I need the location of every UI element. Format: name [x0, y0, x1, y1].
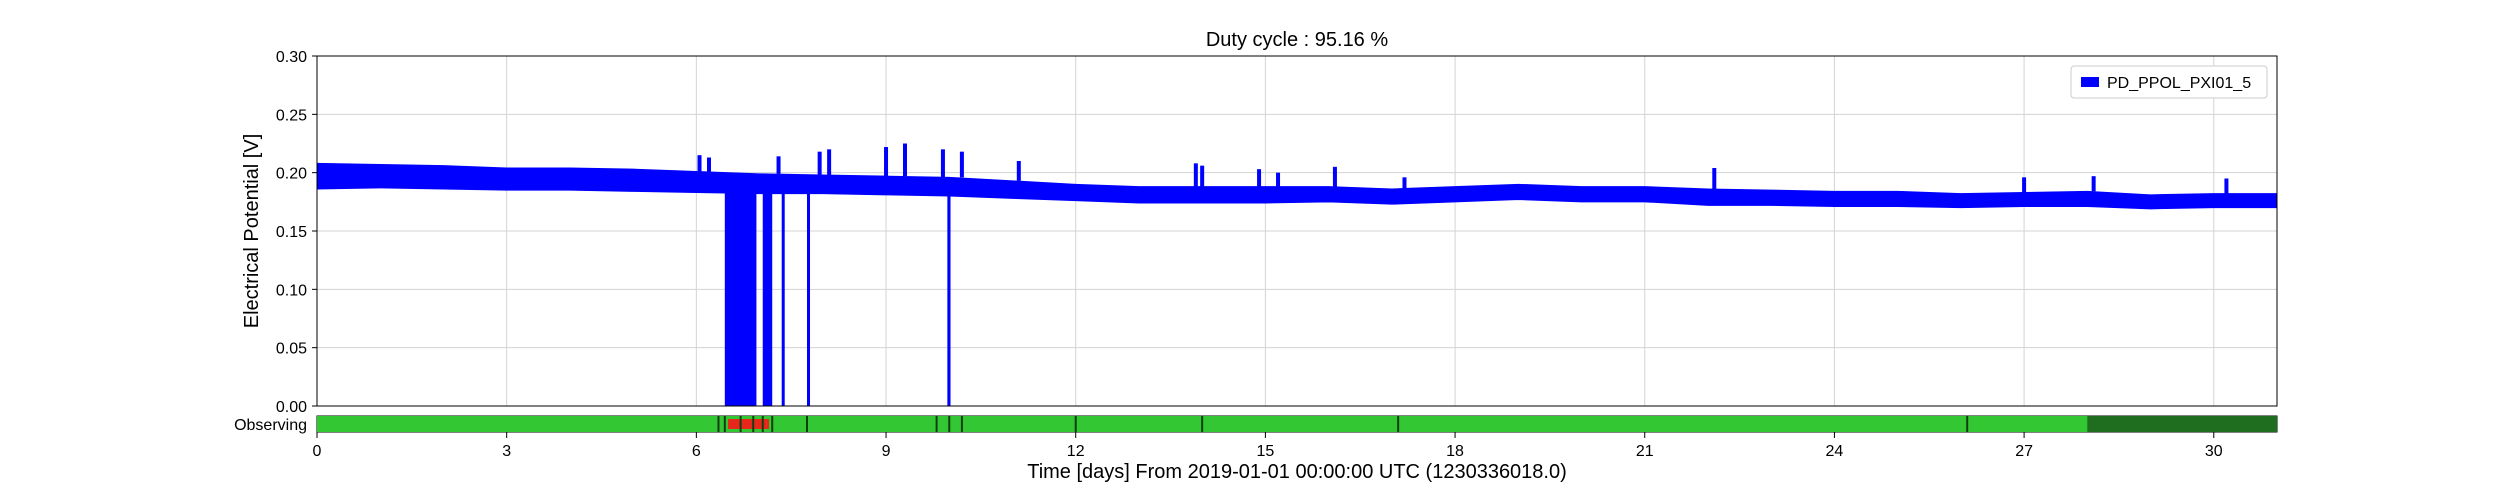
x-tick-label: 3 [502, 443, 511, 460]
spike-mark [1193, 163, 1198, 187]
x-tick-label: 9 [882, 443, 891, 460]
x-tick-label: 30 [2205, 443, 2223, 460]
spike-mark [2091, 176, 2096, 192]
spike-mark [884, 147, 889, 177]
dropout-mark [762, 193, 773, 406]
x-tick-label: 12 [1067, 443, 1085, 460]
y-tick-label: 0.30 [276, 49, 307, 66]
x-tick-label: 6 [692, 443, 701, 460]
data-marks [697, 143, 2229, 406]
x-tick-label: 21 [1636, 443, 1654, 460]
x-tick-label: 0 [313, 443, 322, 460]
y-tick-label: 0.00 [276, 399, 307, 416]
segment-dark [2087, 416, 2277, 432]
chart-title: Duty cycle : 95.16 % [1206, 29, 1389, 51]
x-tick-label: 27 [2015, 443, 2033, 460]
spike-mark [1257, 169, 1262, 187]
dropout-mark [781, 193, 785, 406]
y-axis-label: Electrical Potential [V] [241, 134, 263, 329]
x-tick-label: 24 [1826, 443, 1844, 460]
spike-mark [817, 151, 822, 175]
x-axis-label: Time [days] From 2019-01-01 00:00:00 UTC… [1027, 461, 1567, 483]
axis-ticks: 0.00 0.05 0.10 0.15 0.20 0.25 0.30 0 3 6 9 12 15 18 21… [276, 49, 2223, 460]
y-tick-label: 0.15 [276, 224, 307, 241]
segment-active [317, 416, 2277, 432]
dropout-mark [807, 193, 810, 406]
spike-mark [1712, 168, 1717, 189]
dropout-mark [947, 196, 951, 406]
legend-box [2070, 65, 2268, 99]
series-band [316, 162, 2278, 210]
dropout-mark [724, 192, 757, 406]
segment-flagged [727, 419, 770, 429]
spike-mark [940, 149, 945, 178]
spike-mark [776, 156, 781, 174]
spike-mark [697, 155, 702, 172]
x-tick-label: 18 [1446, 443, 1464, 460]
legend-series-name: PD_PPOL_PXI01_5 [2107, 75, 2251, 92]
spike-mark [2022, 177, 2027, 193]
spike-mark [1016, 161, 1021, 181]
spike-mark [2224, 178, 2229, 194]
spike-mark [707, 157, 711, 172]
gridlines [316, 55, 2277, 407]
y-tick-label: 0.10 [276, 282, 307, 299]
y-tick-label: 0.05 [276, 341, 307, 358]
spike-mark [827, 149, 832, 175]
y-tick-label: 0.20 [276, 166, 307, 183]
spike-mark [959, 151, 964, 178]
x-tick-label: 15 [1256, 443, 1274, 460]
y-tick-label: 0.25 [276, 107, 307, 124]
spike-mark [1402, 177, 1407, 189]
spike-mark [1276, 172, 1281, 187]
legend: PD_PPOL_PXI01_5 [2070, 65, 2268, 99]
legend-swatch [2081, 77, 2099, 87]
segment-bar [316, 415, 2278, 433]
segment-label: Observing [234, 417, 307, 434]
spike-mark [1200, 165, 1205, 187]
series-band-area [316, 162, 2278, 210]
spike-mark [903, 143, 907, 177]
spike-mark [1332, 166, 1337, 187]
